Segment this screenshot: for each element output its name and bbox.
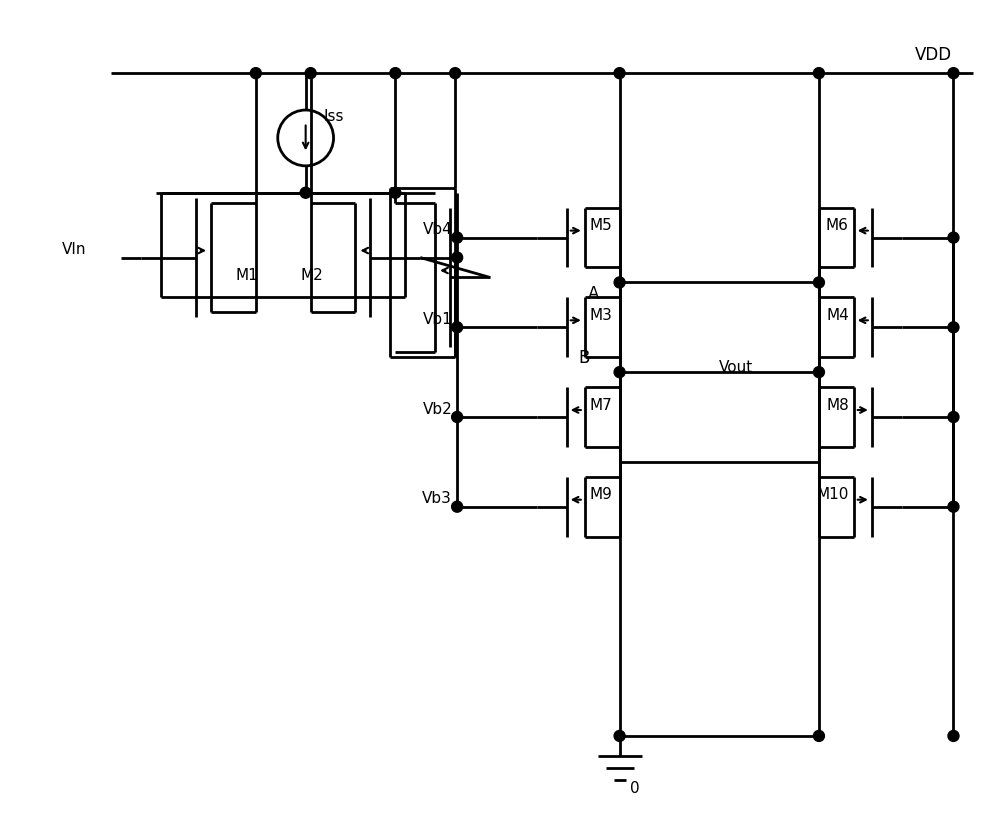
Text: M7: M7: [590, 398, 612, 413]
Circle shape: [614, 277, 625, 288]
Text: M3: M3: [590, 308, 613, 323]
Circle shape: [948, 412, 959, 423]
Circle shape: [250, 68, 261, 79]
Circle shape: [452, 501, 463, 512]
Text: 0: 0: [630, 782, 639, 796]
Circle shape: [948, 68, 959, 79]
Text: Vb4: Vb4: [422, 222, 452, 237]
Text: M9: M9: [590, 487, 613, 502]
Circle shape: [614, 68, 625, 79]
Circle shape: [948, 232, 959, 243]
Circle shape: [390, 68, 401, 79]
Circle shape: [948, 501, 959, 512]
Text: B: B: [578, 349, 590, 367]
Circle shape: [450, 68, 461, 79]
Text: M6: M6: [826, 218, 849, 233]
Circle shape: [614, 366, 625, 378]
Circle shape: [948, 730, 959, 741]
Circle shape: [948, 322, 959, 332]
Text: Iss: Iss: [324, 108, 344, 123]
Circle shape: [305, 68, 316, 79]
Text: Vb2: Vb2: [422, 402, 452, 417]
Text: M4: M4: [826, 308, 849, 323]
Text: Vb1: Vb1: [422, 312, 452, 327]
Text: M8: M8: [826, 398, 849, 413]
Circle shape: [452, 232, 463, 243]
Circle shape: [390, 187, 401, 198]
Text: M5: M5: [590, 218, 612, 233]
Circle shape: [813, 68, 824, 79]
Text: M1: M1: [236, 268, 259, 283]
Circle shape: [813, 730, 824, 741]
Circle shape: [452, 322, 463, 332]
Text: Vb3: Vb3: [422, 491, 452, 506]
Text: M10: M10: [816, 487, 849, 502]
Circle shape: [813, 366, 824, 378]
Text: A: A: [588, 285, 600, 304]
Circle shape: [452, 252, 463, 263]
Circle shape: [614, 730, 625, 741]
Text: VIn: VIn: [61, 242, 86, 257]
Text: M2: M2: [301, 268, 323, 283]
Text: VDD: VDD: [915, 46, 952, 65]
Circle shape: [452, 412, 463, 423]
Text: Vout: Vout: [719, 360, 754, 375]
Circle shape: [813, 277, 824, 288]
Circle shape: [300, 187, 311, 198]
